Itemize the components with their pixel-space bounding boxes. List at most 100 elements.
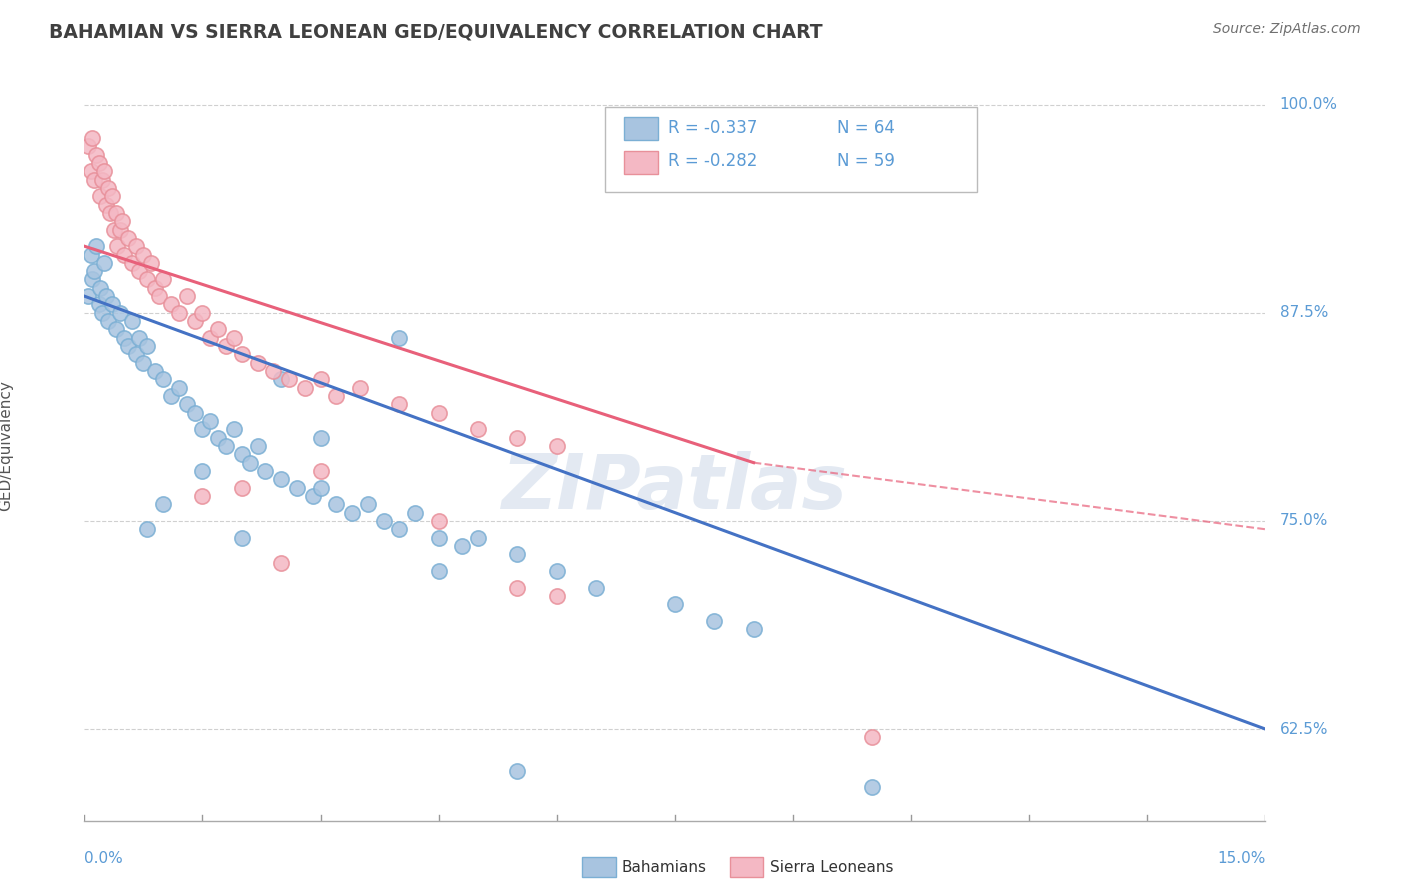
Point [104,206,127,220]
Point [278,372,301,386]
Point [136,339,159,353]
Point [860,731,883,745]
Point [77,139,100,153]
Point [101,189,124,203]
Point [215,339,238,353]
Point [340,506,363,520]
Point [546,564,568,578]
Point [93,256,115,270]
Point [82,272,104,286]
Point [231,531,253,545]
Point [325,389,347,403]
Point [200,414,222,428]
Point [89,281,111,295]
Point [860,780,883,795]
Point [77,289,100,303]
Point [167,381,190,395]
Point [87,156,110,170]
Text: N = 64: N = 64 [837,119,894,136]
Point [191,422,214,436]
Point [111,214,134,228]
Point [246,356,269,370]
Point [121,314,143,328]
Point [79,247,101,261]
Point [270,372,292,386]
Text: ZIPatlas: ZIPatlas [502,450,848,524]
Point [141,256,163,270]
Point [191,464,214,478]
Point [222,331,245,345]
Point [427,514,450,528]
Point [427,531,450,545]
Point [84,239,107,253]
Point [93,164,115,178]
Point [231,447,253,461]
Text: 62.5%: 62.5% [1279,722,1329,737]
Point [357,497,380,511]
Point [96,197,118,211]
Point [325,497,347,511]
Text: GED/Equivalency: GED/Equivalency [0,381,13,511]
Point [96,289,118,303]
Point [104,322,127,336]
Point [97,181,120,195]
Point [87,297,110,311]
Point [128,264,150,278]
Text: 87.5%: 87.5% [1279,305,1327,320]
Point [742,622,765,636]
Point [373,514,395,528]
Point [82,131,104,145]
Point [388,397,411,411]
Point [121,256,143,270]
Point [309,464,332,478]
Point [97,314,120,328]
Point [136,522,159,536]
Point [207,322,229,336]
Point [546,439,568,453]
Point [467,531,489,545]
Point [231,481,253,495]
Point [152,372,174,386]
Point [427,406,450,420]
Point [176,397,198,411]
Point [506,764,529,778]
Point [309,431,332,445]
Point [294,381,316,395]
Point [388,331,411,345]
Point [467,422,489,436]
Point [427,564,450,578]
Point [200,331,222,345]
Point [167,306,190,320]
Point [117,339,139,353]
Point [207,431,229,445]
Point [222,422,245,436]
Text: N = 59: N = 59 [837,153,894,170]
Point [143,364,166,378]
Point [262,364,284,378]
Point [83,172,105,186]
Point [160,297,183,311]
Point [585,581,607,595]
Point [191,489,214,503]
Point [176,289,198,303]
Point [349,381,371,395]
Point [108,306,131,320]
Text: BAHAMIAN VS SIERRA LEONEAN GED/EQUIVALENCY CORRELATION CHART: BAHAMIAN VS SIERRA LEONEAN GED/EQUIVALEN… [49,22,823,41]
Point [246,439,269,453]
Point [84,147,107,161]
Point [270,556,292,570]
Point [239,456,262,470]
Point [506,431,529,445]
Point [132,247,155,261]
Point [215,439,238,453]
Point [90,306,112,320]
Point [183,314,205,328]
Point [664,597,686,611]
Point [506,547,529,561]
Text: R = -0.337: R = -0.337 [668,119,758,136]
Text: Source: ZipAtlas.com: Source: ZipAtlas.com [1213,22,1361,37]
Point [89,189,111,203]
Point [103,222,125,236]
Text: Sierra Leoneans: Sierra Leoneans [770,860,894,874]
Point [148,289,170,303]
